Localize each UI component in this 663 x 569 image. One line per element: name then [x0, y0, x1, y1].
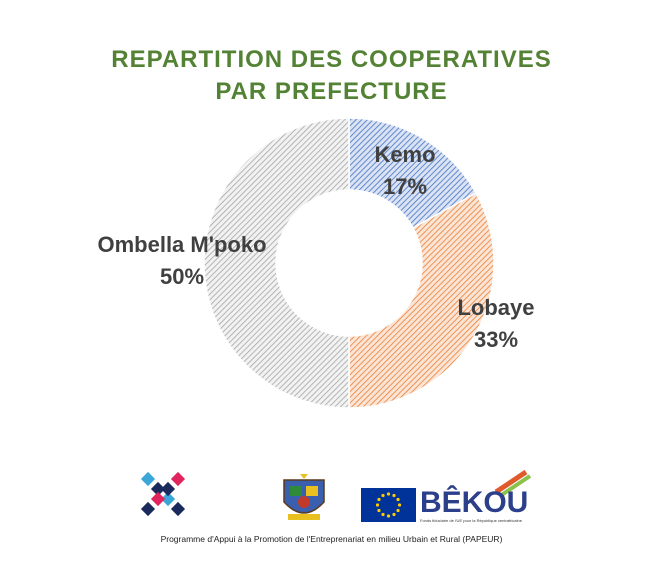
slice-value-label: 17% [383, 174, 427, 199]
eu-star [377, 508, 381, 513]
donut-chart: Kemo 17% Lobaye 33% Ombella M'poko 50% [97, 117, 535, 409]
footer-text: Programme d'Appui à la Promotion de l'En… [160, 534, 503, 544]
bekou-subtitle: Fonds fiduciaire de l'UE pour la Républi… [420, 518, 523, 523]
slice-value-label: 50% [160, 264, 204, 289]
slice-category-label: Lobaye [457, 295, 534, 320]
donut-slice-ombella-m-poko [203, 117, 350, 409]
eu-star [375, 503, 380, 507]
pixel-cross-logo [140, 471, 186, 517]
eu-star [386, 514, 391, 518]
bekou-logo: BÊKOU Fonds fiduciaire de l'UE pour la R… [420, 469, 532, 523]
donut-slice-lobaye [348, 192, 495, 409]
chart-title-line-1: REPARTITION DES COOPERATIVES [111, 46, 552, 73]
eu-star [377, 497, 381, 502]
eu-star [392, 493, 396, 498]
chart-title: REPARTITION DES COOPERATIVES PAR PREFECT… [0, 44, 663, 108]
eu-star [397, 503, 402, 507]
eu-flag [361, 488, 416, 522]
chart-title-line-2: PAR PREFECTURE [215, 78, 448, 105]
eu-star [392, 512, 396, 517]
eu-star [396, 497, 400, 502]
logo-bar: BÊKOU Fonds fiduciaire de l'UE pour la R… [140, 469, 532, 523]
eu-star [381, 512, 385, 517]
slice-value-label: 33% [474, 327, 518, 352]
eu-star [386, 492, 391, 496]
slice-category-label: Kemo [374, 142, 435, 167]
eu-star [381, 493, 385, 498]
bekou-name: BÊKOU [420, 485, 528, 519]
coat-of-arms-emblem [283, 474, 325, 520]
eu-star [396, 508, 400, 513]
donut-slice-kemo [348, 117, 478, 229]
slice-category-label: Ombella M'poko [97, 232, 266, 257]
